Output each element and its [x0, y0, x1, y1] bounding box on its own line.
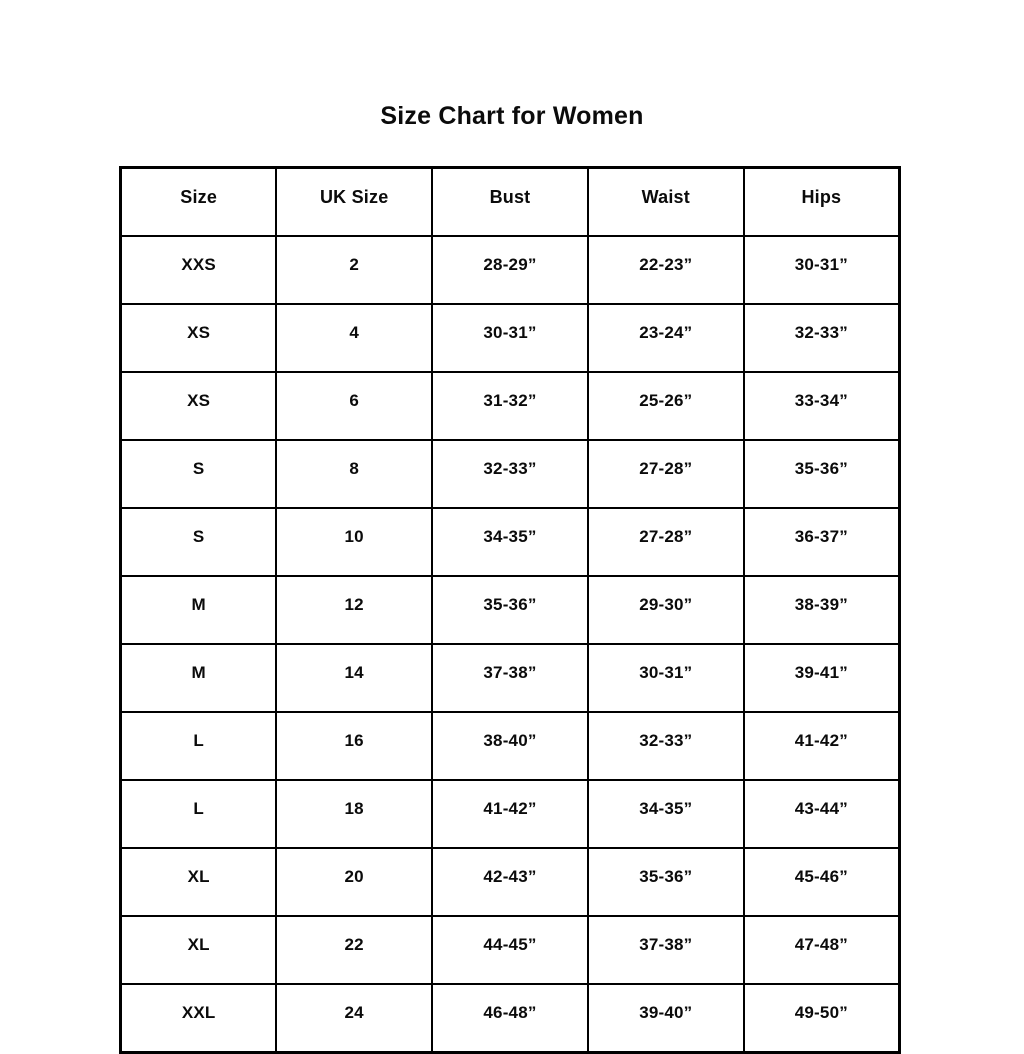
cell-waist: 35-36”	[586, 847, 745, 917]
cell-hips: 36-37”	[742, 507, 901, 577]
table-row: L 16 38-40” 32-33” 41-42”	[119, 711, 901, 781]
cell-bust: 46-48”	[431, 983, 589, 1054]
cell-waist: 34-35”	[586, 779, 745, 849]
cell-hips: 45-46”	[742, 847, 901, 917]
table-row: M 14 37-38” 30-31” 39-41”	[119, 643, 901, 713]
cell-bust: 37-38”	[431, 643, 589, 713]
column-header-size: Size	[119, 166, 278, 237]
cell-uk-size: 8	[275, 439, 434, 509]
cell-hips: 47-48”	[742, 915, 901, 985]
cell-hips: 33-34”	[742, 371, 901, 441]
column-header-uk-size: UK Size	[275, 166, 434, 237]
cell-uk-size: 6	[275, 371, 434, 441]
table-header-row: Size UK Size Bust Waist Hips	[119, 166, 901, 237]
cell-hips: 30-31”	[742, 235, 901, 305]
cell-uk-size: 2	[275, 235, 434, 305]
cell-uk-size: 14	[275, 643, 434, 713]
cell-bust: 31-32”	[431, 371, 589, 441]
table-row: S 10 34-35” 27-28” 36-37”	[119, 507, 901, 577]
cell-hips: 32-33”	[742, 303, 901, 373]
table-row: XL 22 44-45” 37-38” 47-48”	[119, 915, 901, 985]
column-header-hips: Hips	[742, 166, 901, 237]
cell-size: L	[119, 711, 278, 781]
cell-size: S	[119, 439, 278, 509]
cell-uk-size: 10	[275, 507, 434, 577]
size-chart-table-container: Size UK Size Bust Waist Hips XXS 2 28-29…	[119, 166, 901, 1054]
cell-hips: 38-39”	[742, 575, 901, 645]
cell-uk-size: 18	[275, 779, 434, 849]
table-row: XXS 2 28-29” 22-23” 30-31”	[119, 235, 901, 305]
cell-uk-size: 22	[275, 915, 434, 985]
cell-waist: 25-26”	[586, 371, 745, 441]
cell-waist: 23-24”	[586, 303, 745, 373]
cell-hips: 49-50”	[742, 983, 901, 1054]
cell-bust: 44-45”	[431, 915, 589, 985]
cell-size: S	[119, 507, 278, 577]
cell-waist: 32-33”	[586, 711, 745, 781]
cell-bust: 28-29”	[431, 235, 589, 305]
cell-bust: 41-42”	[431, 779, 589, 849]
cell-bust: 42-43”	[431, 847, 589, 917]
table-row: S 8 32-33” 27-28” 35-36”	[119, 439, 901, 509]
cell-waist: 27-28”	[586, 439, 745, 509]
cell-size: XS	[119, 371, 278, 441]
table-row: XS 4 30-31” 23-24” 32-33”	[119, 303, 901, 373]
cell-uk-size: 4	[275, 303, 434, 373]
cell-size: XL	[119, 847, 278, 917]
cell-uk-size: 24	[275, 983, 434, 1054]
cell-waist: 27-28”	[586, 507, 745, 577]
cell-waist: 30-31”	[586, 643, 745, 713]
table-row: XXL 24 46-48” 39-40” 49-50”	[119, 983, 901, 1054]
cell-hips: 35-36”	[742, 439, 901, 509]
cell-uk-size: 16	[275, 711, 434, 781]
size-chart-page: Size Chart for Women Size UK Size Bust W…	[119, 102, 901, 1054]
cell-hips: 43-44”	[742, 779, 901, 849]
page-title: Size Chart for Women	[380, 102, 644, 130]
cell-size: XXL	[119, 983, 278, 1054]
cell-uk-size: 20	[275, 847, 434, 917]
cell-size: XS	[119, 303, 278, 373]
cell-size: XXS	[119, 235, 278, 305]
table-row: XL 20 42-43” 35-36” 45-46”	[119, 847, 901, 917]
cell-waist: 29-30”	[586, 575, 745, 645]
size-chart-table: Size UK Size Bust Waist Hips XXS 2 28-29…	[119, 166, 901, 1054]
cell-waist: 22-23”	[586, 235, 745, 305]
cell-waist: 37-38”	[586, 915, 745, 985]
cell-size: L	[119, 779, 278, 849]
cell-uk-size: 12	[275, 575, 434, 645]
cell-bust: 34-35”	[431, 507, 589, 577]
table-body: XXS 2 28-29” 22-23” 30-31” XS 4 30-31” 2…	[119, 235, 901, 1054]
table-header: Size UK Size Bust Waist Hips	[119, 166, 901, 237]
cell-waist: 39-40”	[586, 983, 745, 1054]
cell-hips: 41-42”	[742, 711, 901, 781]
cell-bust: 38-40”	[431, 711, 589, 781]
cell-size: M	[119, 575, 278, 645]
cell-bust: 30-31”	[431, 303, 589, 373]
cell-size: M	[119, 643, 278, 713]
table-row: M 12 35-36” 29-30” 38-39”	[119, 575, 901, 645]
cell-hips: 39-41”	[742, 643, 901, 713]
cell-size: XL	[119, 915, 278, 985]
column-header-waist: Waist	[586, 166, 745, 237]
cell-bust: 35-36”	[431, 575, 589, 645]
column-header-bust: Bust	[431, 166, 589, 237]
table-row: XS 6 31-32” 25-26” 33-34”	[119, 371, 901, 441]
table-row: L 18 41-42” 34-35” 43-44”	[119, 779, 901, 849]
cell-bust: 32-33”	[431, 439, 589, 509]
